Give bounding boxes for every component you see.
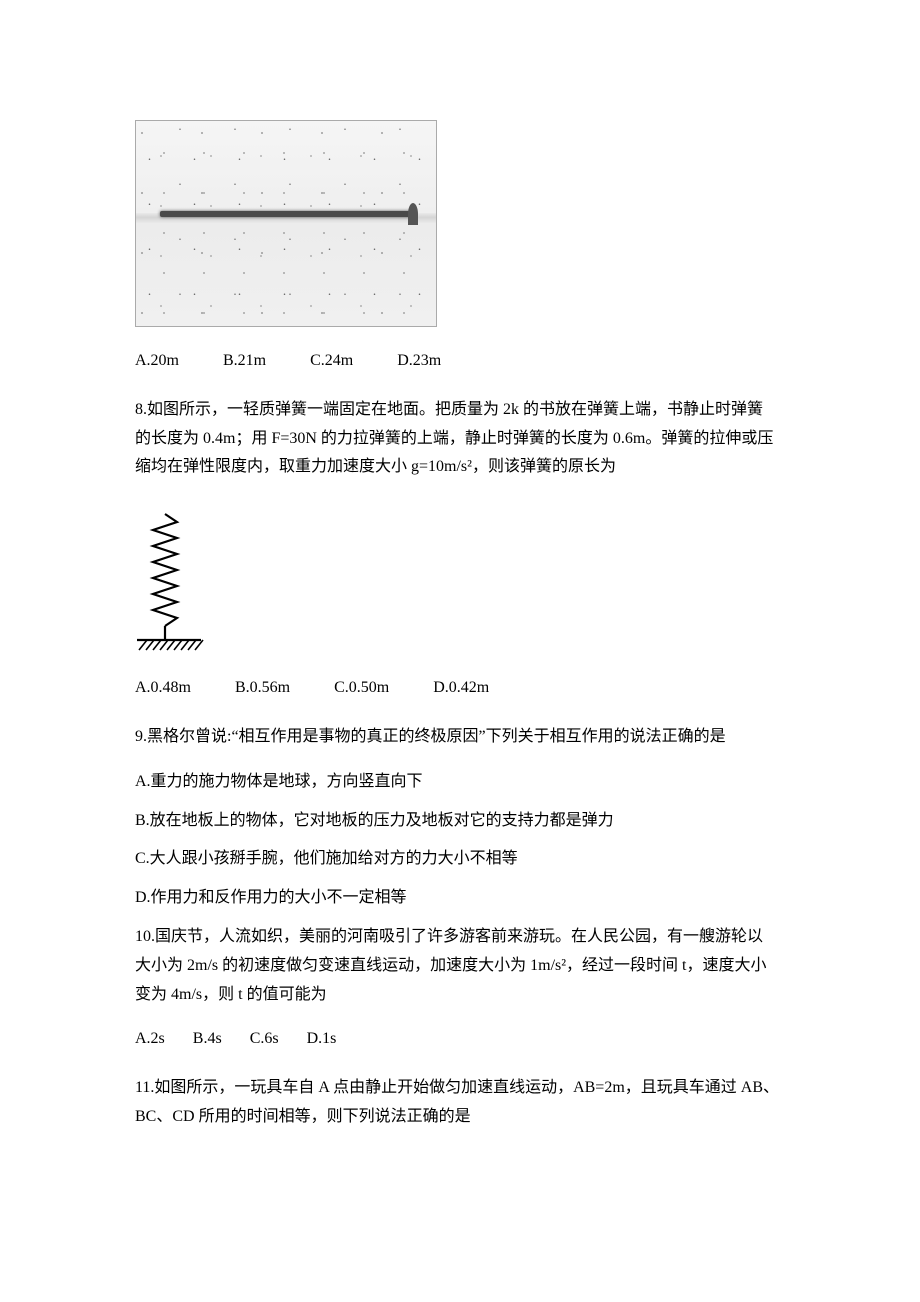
q8-figure	[135, 502, 785, 652]
q10-text-line1: 国庆节，人流如织，美丽的河南吸引了许多游客前来游玩。在人民公园，有一艘游轮以	[155, 928, 763, 945]
q11-number: 11.	[135, 1079, 154, 1096]
q7-figure-image	[135, 120, 437, 327]
q10-option-d: D.1s	[307, 1030, 337, 1047]
q7-figure	[135, 120, 785, 327]
q10-option-b: B.4s	[193, 1030, 222, 1047]
q7-option-a: A.20m	[135, 352, 179, 369]
q9-option-b: B.放在地板上的物体，它对地板的压力及地板对它的支持力都是弹力	[135, 807, 785, 836]
q8-option-b: B.0.56m	[235, 679, 290, 696]
q9-number: 9.	[135, 728, 147, 745]
q11-text-line2: BC、CD 所用的时间相等，则下列说法正确的是	[135, 1108, 471, 1125]
q8-option-d: D.0.42m	[433, 679, 489, 696]
q11-stem: 11.如图所示，一玩具车自 A 点由静止开始做匀加速直线运动，AB=2m，且玩具…	[135, 1074, 785, 1132]
q8-number: 8.	[135, 401, 147, 418]
q8-text-line1: 如图所示，一轻质弹簧一端固定在地面。把质量为 2k 的书放在弹簧上端，书静止时弹…	[147, 401, 763, 418]
q8-options: A.0.48m B.0.56m C.0.50m D.0.42m	[135, 674, 785, 703]
spring-icon	[135, 502, 207, 652]
q9-options: A.重力的施力物体是地球，方向竖直向下 B.放在地板上的物体，它对地板的压力及地…	[135, 768, 785, 913]
q9-text: 黑格尔曾说:“相互作用是事物的真正的终极原因”下列关于相互作用的说法正确的是	[147, 728, 726, 745]
q10-text-line2: 大小为 2m/s 的初速度做匀变速直线运动，加速度大小为 1m/s²，经过一段时…	[135, 957, 766, 974]
q10-option-c: C.6s	[250, 1030, 279, 1047]
q7-option-b: B.21m	[223, 352, 266, 369]
q9-option-d: D.作用力和反作用力的大小不一定相等	[135, 884, 785, 913]
q9-option-c: C.大人跟小孩掰手腕，他们施加给对方的力大小不相等	[135, 845, 785, 874]
q11-text-line1: 如图所示，一玩具车自 A 点由静止开始做匀加速直线运动，AB=2m，且玩具车通过…	[154, 1079, 779, 1096]
q7-options: A.20m B.21m C.24m D.23m	[135, 347, 785, 376]
q9-option-a: A.重力的施力物体是地球，方向竖直向下	[135, 768, 785, 797]
q10-text-line3: 变为 4m/s，则 t 的值可能为	[135, 986, 327, 1003]
q8-text-line2: 的长度为 0.4m；用 F=30N 的力拉弹簧的上端，静止时弹簧的长度为 0.6…	[135, 430, 773, 447]
q8-option-a: A.0.48m	[135, 679, 191, 696]
q8-option-c: C.0.50m	[334, 679, 389, 696]
q10-option-a: A.2s	[135, 1030, 165, 1047]
q7-option-c: C.24m	[310, 352, 353, 369]
q10-options: A.2s B.4s C.6s D.1s	[135, 1025, 785, 1054]
q8-stem: 8.如图所示，一轻质弹簧一端固定在地面。把质量为 2k 的书放在弹簧上端，书静止…	[135, 396, 785, 482]
q8-text-line3: 缩均在弹性限度内，取重力加速度大小 g=10m/s²，则该弹簧的原长为	[135, 458, 616, 475]
q10-stem: 10.国庆节，人流如织，美丽的河南吸引了许多游客前来游玩。在人民公园，有一艘游轮…	[135, 923, 785, 1009]
q10-number: 10.	[135, 928, 155, 945]
q7-option-d: D.23m	[397, 352, 441, 369]
q9-stem: 9.黑格尔曾说:“相互作用是事物的真正的终极原因”下列关于相互作用的说法正确的是	[135, 723, 785, 752]
